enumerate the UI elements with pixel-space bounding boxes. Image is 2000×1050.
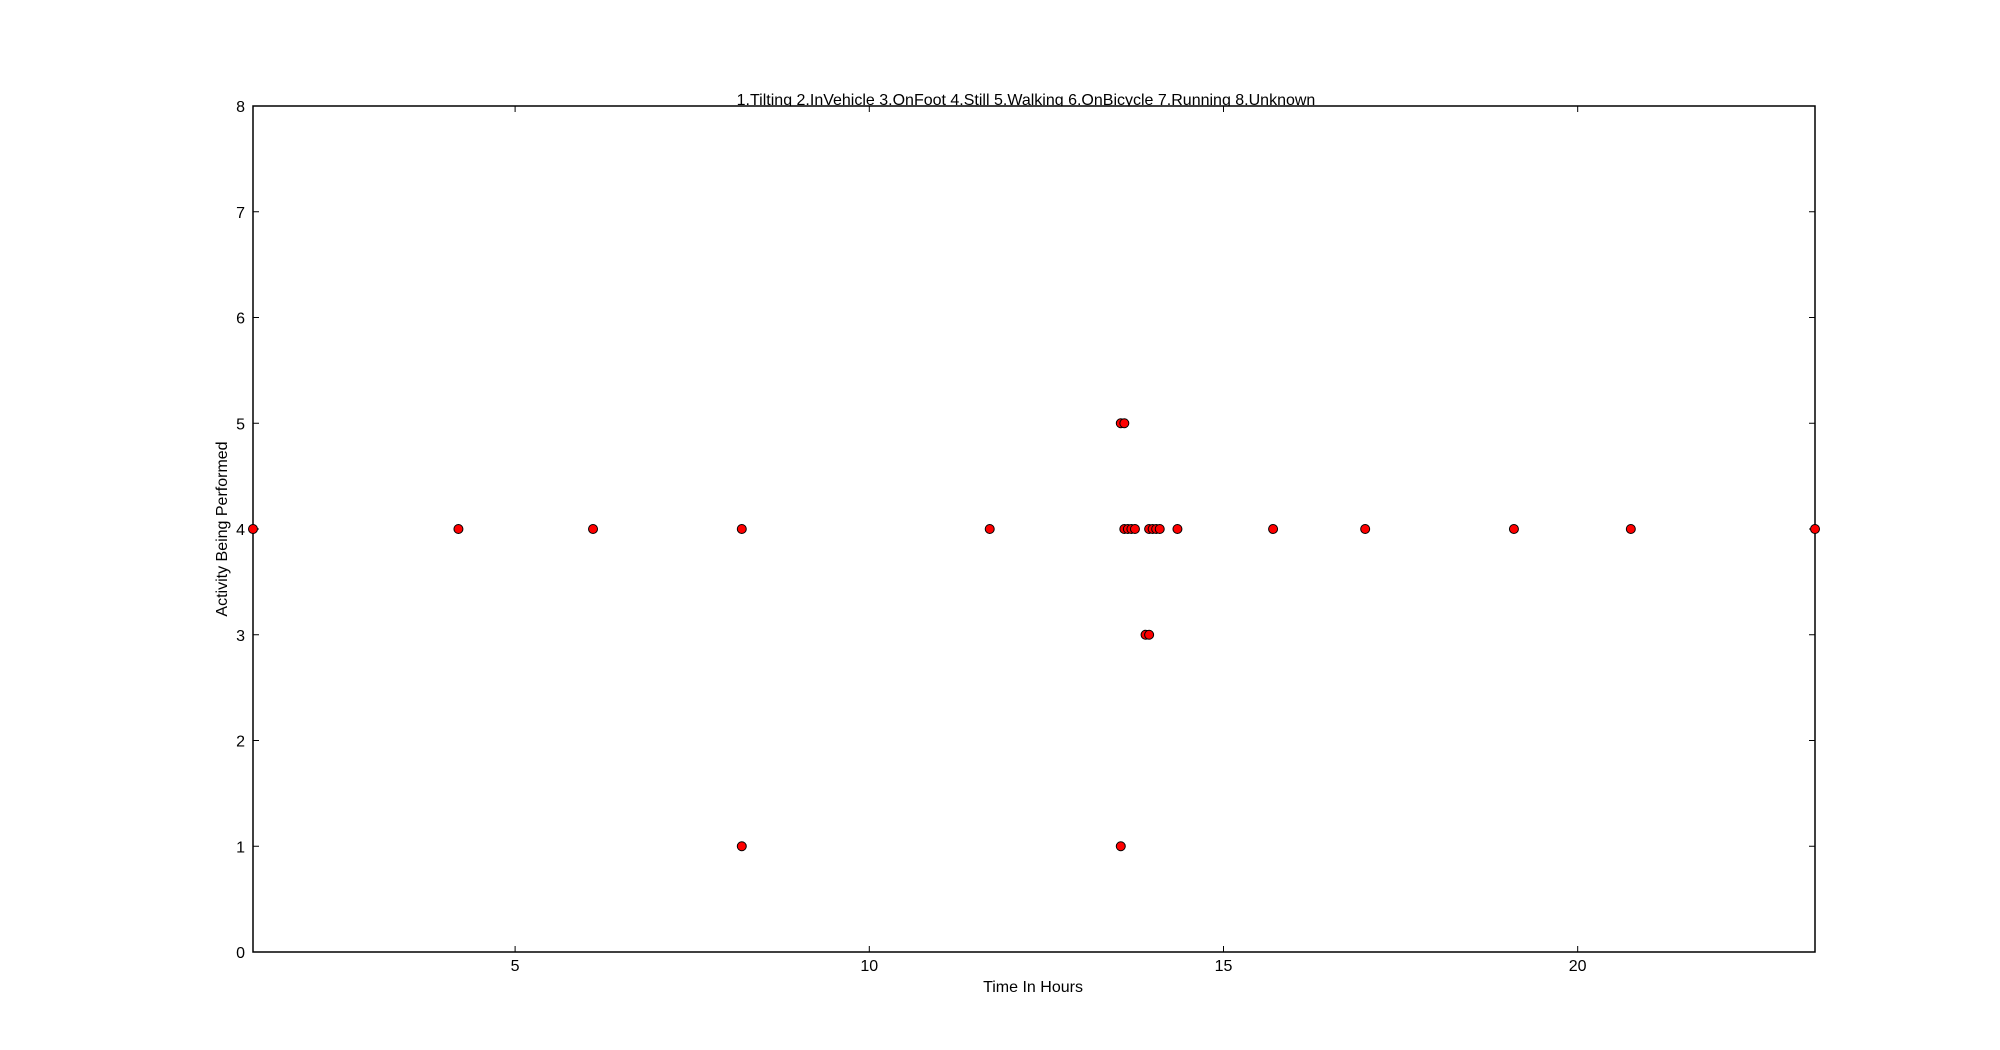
y-tick-label: 1 <box>236 839 245 856</box>
y-tick-label: 6 <box>236 311 245 328</box>
y-tick-label: 7 <box>236 205 245 222</box>
data-point <box>1172 524 1183 534</box>
data-point <box>1810 524 1820 534</box>
y-tick-label: 0 <box>236 945 245 962</box>
y-tick-label: 5 <box>236 416 245 433</box>
y-tick-label: 2 <box>236 734 245 751</box>
y-tick-label: 3 <box>236 628 245 645</box>
x-tick-label: 5 <box>511 958 520 975</box>
data-point <box>736 841 747 852</box>
data-point <box>984 524 995 534</box>
data-point <box>1129 524 1140 534</box>
y-tick-label: 8 <box>236 99 245 116</box>
data-points <box>248 418 1820 852</box>
chart-title: 1.Tilting 2.InVehicle 3.OnFoot 4.Still 5… <box>737 92 1316 109</box>
x-tick-label: 20 <box>1569 958 1587 975</box>
y-axis-label: Activity Being Performed <box>214 441 231 616</box>
data-point <box>1115 841 1126 852</box>
data-point <box>1154 524 1165 534</box>
data-point <box>588 524 599 534</box>
plot-area <box>252 105 1816 953</box>
x-axis: 5 10 15 20 <box>511 106 1587 975</box>
x-tick-label: 15 <box>1215 958 1233 975</box>
data-point <box>736 524 747 534</box>
data-point <box>1625 524 1636 534</box>
x-tick-label: 10 <box>860 958 878 975</box>
x-axis-label: Time In Hours <box>983 979 1083 996</box>
data-point <box>1119 418 1130 429</box>
data-point <box>1360 524 1371 534</box>
y-axis: 0 1 2 3 4 5 6 7 8 <box>236 99 1815 962</box>
data-point <box>1508 524 1519 534</box>
y-tick-label: 4 <box>236 522 245 539</box>
data-point <box>453 524 464 534</box>
data-point <box>1144 629 1155 640</box>
data-point <box>248 524 258 534</box>
data-point <box>1268 524 1279 534</box>
